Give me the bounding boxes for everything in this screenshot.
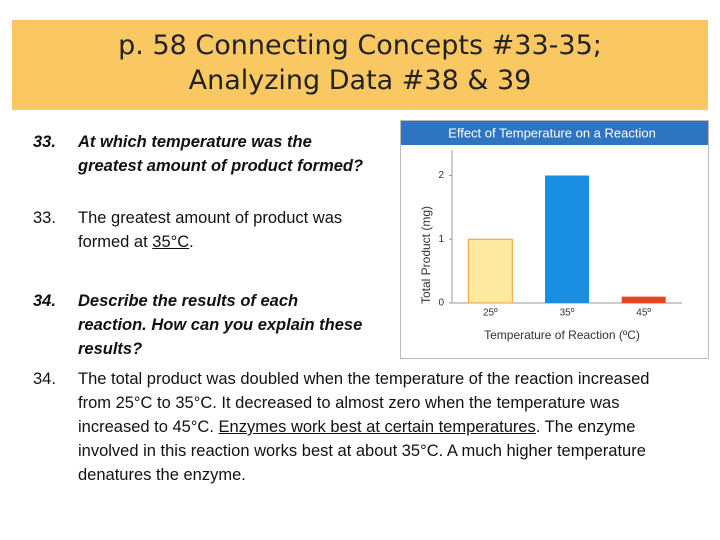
answer-text: 35°C bbox=[152, 233, 190, 251]
y-axis-label: Total Product (mg) bbox=[419, 206, 433, 304]
answer-text: . bbox=[189, 233, 194, 251]
answer-text: Enzymes work best at certain temperature… bbox=[218, 418, 536, 436]
y-tick-label: 0 bbox=[438, 298, 444, 309]
answer: 33. The greatest amount of product was fo… bbox=[30, 206, 370, 254]
title: Analyzing Data #38 & 39 bbox=[188, 65, 532, 96]
chart-title-bar bbox=[401, 121, 708, 145]
x-axis-label: Temperature of Reaction (ºC) bbox=[484, 328, 640, 342]
number: 33. bbox=[33, 209, 56, 227]
x-tick-label: 35º bbox=[560, 308, 575, 319]
title: p. 58 Connecting Concepts #33-35; bbox=[118, 30, 602, 61]
bar bbox=[621, 296, 666, 303]
bar bbox=[467, 238, 513, 304]
answer-text: The greatest amount of product was forme… bbox=[78, 209, 343, 251]
y-tick-label: 1 bbox=[438, 234, 444, 245]
answer-text: The total product was doubled when the t… bbox=[78, 370, 650, 436]
question-text: Describe the results of each reaction. H… bbox=[78, 292, 363, 358]
number: 34. bbox=[33, 370, 56, 388]
chart-title: Effect of Temperature on a Reaction bbox=[448, 125, 656, 140]
x-tick-label: 25º bbox=[483, 308, 498, 319]
y-tick-label: 2 bbox=[438, 170, 444, 181]
question: 34. Describe the results of each reaction… bbox=[30, 289, 370, 361]
number: 33. bbox=[33, 133, 56, 151]
header: p. 58 Connecting Concepts #33-35; Analyz… bbox=[12, 20, 708, 110]
question: 33. At which temperature was the greatest… bbox=[30, 130, 370, 178]
answer: 34. The total product was doubled when th… bbox=[30, 367, 680, 487]
x-tick-label: 45º bbox=[636, 308, 651, 319]
question-text: At which temperature was the greatest am… bbox=[78, 133, 364, 175]
number: 34. bbox=[33, 292, 56, 310]
chart: Effect of Temperature on a Reaction Tota… bbox=[400, 120, 709, 359]
answer-text: . The enzyme involved in this reaction w… bbox=[78, 418, 646, 484]
bar bbox=[545, 175, 589, 303]
